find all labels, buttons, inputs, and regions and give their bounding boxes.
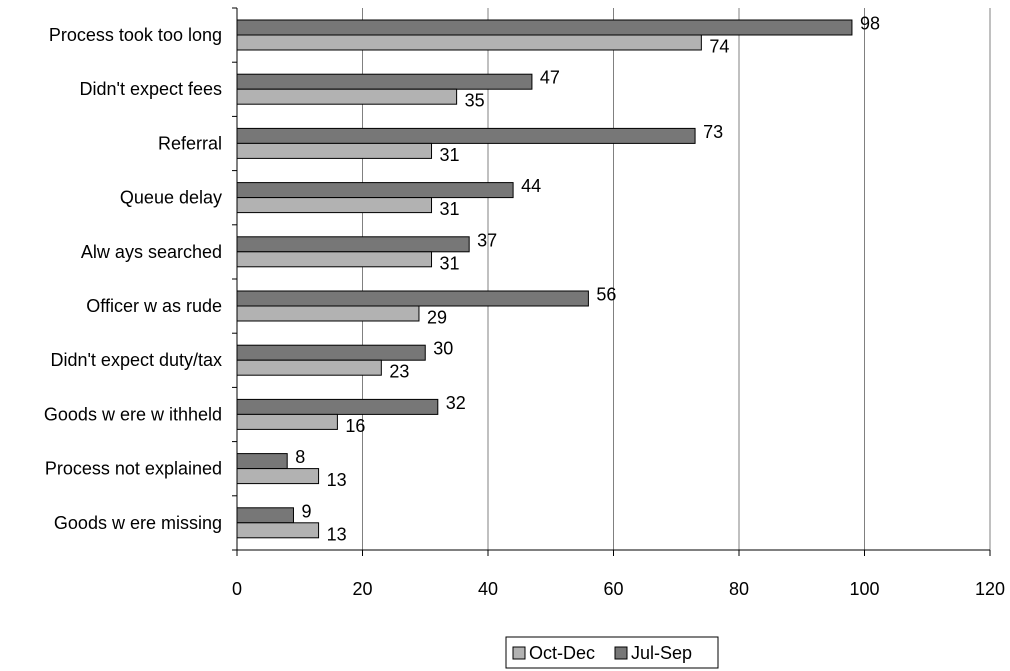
data-label: 13 (327, 524, 347, 544)
data-label: 47 (540, 68, 560, 88)
bar-jul-sep (236, 236, 470, 253)
data-label: 56 (596, 285, 616, 305)
x-tick-label: 40 (478, 579, 498, 599)
bar-oct-dec (236, 413, 338, 430)
data-label: 31 (440, 253, 460, 273)
legend-box (505, 636, 719, 669)
data-label: 16 (345, 416, 365, 436)
data-label: 30 (433, 339, 453, 359)
data-label: 13 (327, 470, 347, 490)
gridlines (362, 8, 991, 550)
bar-oct-dec (236, 197, 433, 214)
category-label: Didn't expect duty/tax (50, 350, 222, 370)
data-label: 37 (477, 230, 497, 250)
bar-oct-dec (236, 34, 702, 51)
x-tick-label: 60 (603, 579, 623, 599)
x-tick-label: 80 (729, 579, 749, 599)
bar-jul-sep (236, 290, 589, 307)
data-label: 23 (389, 362, 409, 382)
bar-jul-sep (236, 19, 853, 36)
category-label: Goods w ere missing (54, 513, 222, 533)
legend-label: Oct-Dec (529, 643, 595, 663)
bar-oct-dec (236, 251, 433, 268)
data-label: 31 (440, 145, 460, 165)
x-tick-label: 0 (232, 579, 242, 599)
data-label: 32 (446, 393, 466, 413)
data-label: 44 (521, 176, 541, 196)
category-label: Alw ays searched (81, 242, 222, 262)
category-label: Goods w ere w ithheld (44, 404, 222, 424)
x-tick-label: 120 (975, 579, 1005, 599)
bar-jul-sep (236, 127, 696, 144)
bar-jul-sep (236, 344, 426, 361)
category-label: Process not explained (45, 459, 222, 479)
bar-jul-sep (236, 182, 514, 199)
category-label: Referral (158, 133, 222, 153)
data-label: 35 (465, 91, 485, 111)
bars (236, 19, 853, 539)
data-label: 29 (427, 308, 447, 328)
legend-swatch (614, 646, 628, 660)
category-label: Queue delay (120, 188, 222, 208)
bar-oct-dec (236, 142, 433, 159)
bar-oct-dec (236, 468, 320, 485)
category-label: Didn't expect fees (79, 79, 222, 99)
x-tick-label: 100 (849, 579, 879, 599)
category-label: Process took too long (49, 25, 222, 45)
legend-swatch (512, 646, 526, 660)
axes (232, 7, 991, 556)
legend: Oct-Dec Jul-Sep (505, 636, 719, 669)
legend-label: Jul-Sep (631, 643, 692, 663)
data-label: 8 (295, 447, 305, 467)
data-label: 98 (860, 14, 880, 34)
bar-jul-sep (236, 73, 533, 90)
bar-jul-sep (236, 453, 288, 470)
data-label: 9 (301, 501, 311, 521)
bar-oct-dec (236, 522, 320, 539)
bar-jul-sep (236, 398, 439, 415)
category-label: Officer w as rude (86, 296, 222, 316)
bar-oct-dec (236, 359, 382, 376)
x-tick-label: 20 (352, 579, 372, 599)
data-label: 74 (709, 37, 729, 57)
bar-oct-dec (236, 305, 420, 322)
bar-jul-sep (236, 507, 294, 524)
data-label: 73 (703, 122, 723, 142)
data-label: 31 (440, 199, 460, 219)
bar-oct-dec (236, 88, 458, 105)
